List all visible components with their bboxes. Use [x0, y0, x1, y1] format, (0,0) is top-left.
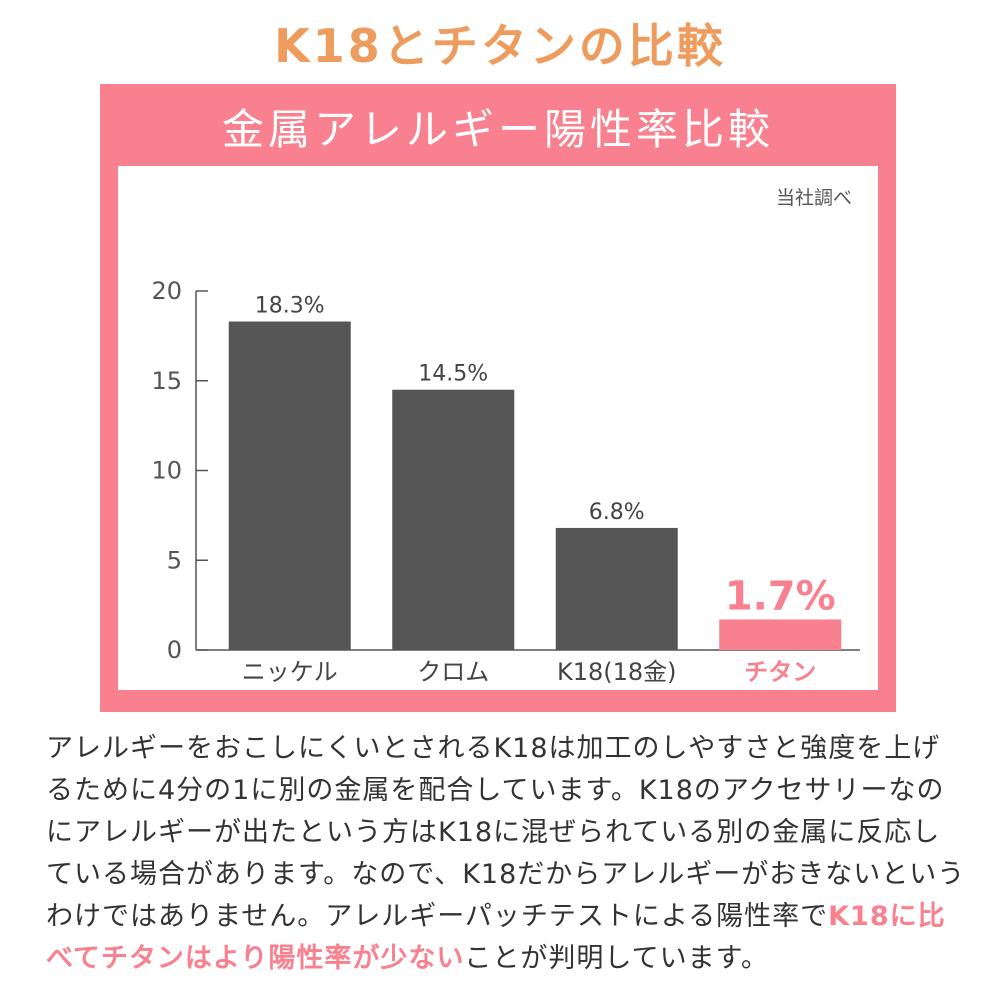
- description-body: アレルギーをおこしにくいとされるK18は加工のしやすさと強度を上げるために4分の…: [46, 733, 966, 932]
- category-label-4: チタン: [744, 658, 816, 686]
- category-label-3: K18(18金): [557, 658, 677, 686]
- data-label-4: 1.7%: [725, 573, 836, 619]
- y-tick-label: 5: [167, 546, 182, 574]
- y-tick-label: 15: [151, 367, 182, 395]
- bar-chart: 当社調べ 0 5 10 15 20 18.3% ニッケル 14.5% クロム 6.8% K18(18金…: [151, 187, 860, 686]
- y-tick-label: 0: [167, 636, 182, 664]
- y-tick-label: 10: [151, 457, 182, 485]
- data-label-2: 14.5%: [418, 362, 488, 387]
- bar-1: [228, 321, 351, 650]
- description-highlight: K18に比べてチタンはより陽性率が少ない: [46, 901, 946, 974]
- y-tick-label: 20: [151, 277, 182, 305]
- bar-4: [719, 619, 842, 650]
- data-label-1: 18.3%: [255, 294, 325, 319]
- chart-panel: 金属アレルギー陽性率比較 当社調べ 0 5 10 15 20 18.3% ニッケル 14.5% ク…: [100, 84, 896, 712]
- category-label-1: ニッケル: [242, 658, 338, 686]
- bar-2: [392, 389, 515, 650]
- page-title: K18とチタンの比較: [274, 19, 726, 73]
- bar-3: [555, 527, 678, 650]
- category-label-2: クロム: [417, 658, 489, 686]
- chart-title: 金属アレルギー陽性率比較: [221, 105, 774, 154]
- chart-area: 当社調べ 0 5 10 15 20 18.3% ニッケル 14.5% クロム 6.8% K18(18金…: [118, 166, 878, 690]
- data-label-3: 6.8%: [589, 500, 645, 525]
- description-text: アレルギーをおこしにくいとされるK18は加工のしやすさと強度を上げるために4分の…: [46, 728, 966, 980]
- source-note: 当社調べ: [776, 187, 852, 209]
- description-tail: ことが判明しています。: [464, 943, 769, 974]
